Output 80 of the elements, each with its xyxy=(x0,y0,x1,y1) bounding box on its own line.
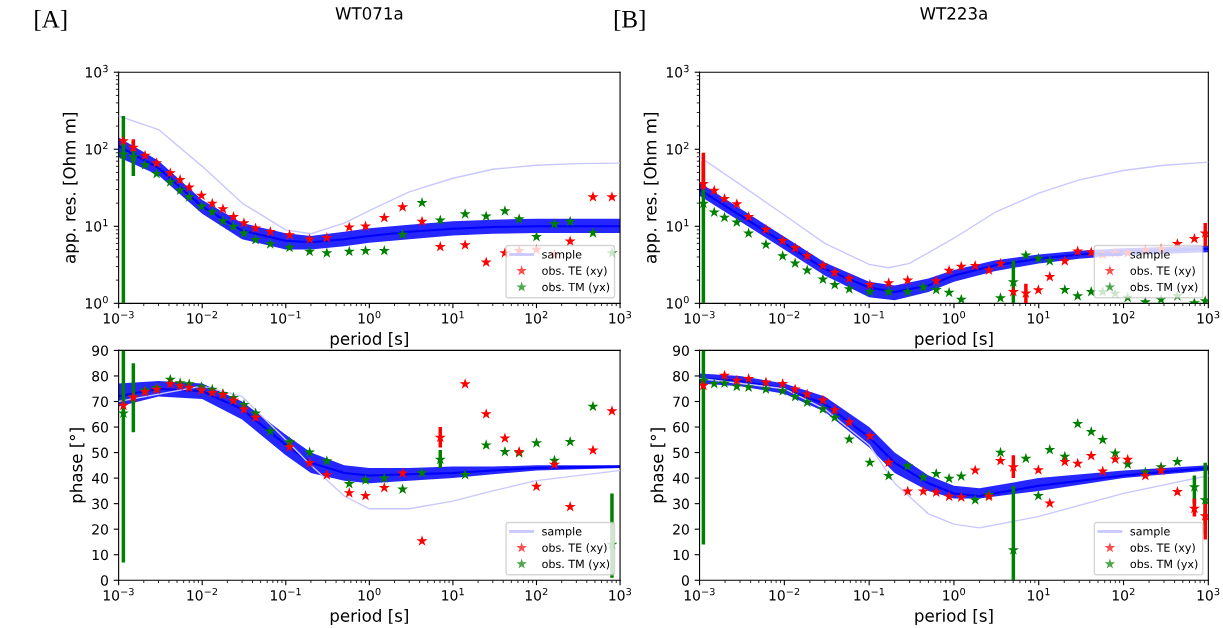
chart-title: WT223a xyxy=(920,7,987,20)
y-axis-title: phase [°] xyxy=(650,428,667,503)
y-tick-label: 0 xyxy=(100,575,108,586)
legend-label: obs. TM (yx) xyxy=(1130,559,1198,571)
x-tick-label: 10$^{−2}$ xyxy=(769,587,800,601)
y-tick-label: 40 xyxy=(672,473,689,484)
x-tick-label: 10$^{2}$ xyxy=(525,587,548,601)
x-tick-label: 10$^{−1}$ xyxy=(270,588,301,601)
legend-label: obs. TM (yx) xyxy=(1130,282,1198,294)
y-tick-label: 10 xyxy=(92,549,108,561)
x-tick-label: 10$^{−2}$ xyxy=(187,310,218,324)
x-axis-title: period [s] xyxy=(330,332,408,349)
legend-label: obs. TM (yx) xyxy=(542,559,610,571)
y-tick-label: 20 xyxy=(92,524,108,535)
y-tick-label: 80 xyxy=(92,370,108,382)
y-tick-label: 10$^{3}$ xyxy=(85,64,108,78)
x-tick-label: 10$^{1}$ xyxy=(1028,588,1050,601)
y-tick-label: 10$^{1}$ xyxy=(666,219,689,232)
x-tick-label: 10$^{2}$ xyxy=(1112,587,1135,601)
legend-label: obs. TE (xy) xyxy=(542,543,607,554)
x-tick-label: 10$^{3}$ xyxy=(1197,587,1220,601)
x-tick-label: 10$^{−2}$ xyxy=(187,587,218,601)
x-tick-label: 10$^{−2}$ xyxy=(769,310,800,324)
x-tick-label: 10$^{−3}$ xyxy=(684,587,715,601)
x-tick-label: 10$^{1}$ xyxy=(442,311,464,324)
x-tick-label: 10$^{−1}$ xyxy=(854,588,885,601)
legend-label: sample xyxy=(1130,526,1170,538)
y-tick-label: 10$^{0}$ xyxy=(666,295,689,309)
y-tick-label: 10$^{3}$ xyxy=(666,64,689,78)
x-axis-title: period [s] xyxy=(915,332,993,349)
y-tick-label: 50 xyxy=(92,447,108,459)
y-tick-label: 30 xyxy=(673,498,689,510)
chart-title: WT071a xyxy=(335,7,403,20)
y-axis-title: app. res. [Ohm m] xyxy=(62,112,79,263)
text: [B] xyxy=(614,10,645,31)
y-tick-label: 90 xyxy=(92,345,108,356)
legend-label: obs. TM (yx) xyxy=(542,282,610,294)
x-axis-title: period [s] xyxy=(915,608,993,626)
x-tick-label: 10$^{3}$ xyxy=(609,587,632,601)
x-tick-label: 10$^{−1}$ xyxy=(270,311,301,324)
x-tick-label: 10$^{3}$ xyxy=(1197,310,1220,324)
x-tick-label: 10$^{1}$ xyxy=(1028,311,1050,324)
legend-label: sample xyxy=(1130,249,1170,261)
text: [A] xyxy=(35,10,67,31)
x-tick-label: 10$^{0}$ xyxy=(358,310,381,324)
y-tick-label: 70 xyxy=(92,396,108,407)
legend-label: obs. TE (xy) xyxy=(1130,266,1195,278)
y-tick-label: 10$^{2}$ xyxy=(666,141,689,155)
y-tick-label: 10 xyxy=(673,549,689,561)
y-tick-label: 50 xyxy=(673,447,689,459)
x-tick-label: 10$^{2}$ xyxy=(1112,310,1135,324)
x-tick-label: 10$^{0}$ xyxy=(943,587,966,601)
x-tick-label: 10$^{−1}$ xyxy=(854,311,885,324)
y-tick-label: 10$^{1}$ xyxy=(85,219,108,232)
y-tick-label: 30 xyxy=(92,498,108,510)
x-tick-label: 10$^{0}$ xyxy=(943,310,966,324)
x-tick-label: 10$^{0}$ xyxy=(358,587,381,601)
y-tick-label: 60 xyxy=(673,422,689,433)
x-tick-label: 10$^{−3}$ xyxy=(103,310,134,324)
x-tick-label: 10$^{1}$ xyxy=(442,588,464,601)
y-tick-label: 20 xyxy=(673,524,689,535)
x-tick-label: 10$^{3}$ xyxy=(609,310,632,324)
legend-label: sample xyxy=(542,249,582,261)
y-axis-title: phase [°] xyxy=(69,428,86,503)
y-axis-title: app. res. [Ohm m] xyxy=(643,112,660,263)
y-tick-label: 10$^{0}$ xyxy=(85,295,108,309)
y-tick-label: 70 xyxy=(673,396,689,407)
x-tick-label: 10$^{−3}$ xyxy=(684,310,715,324)
x-tick-label: 10$^{−3}$ xyxy=(103,587,134,601)
legend-label: obs. TE (xy) xyxy=(1130,543,1195,554)
x-tick-label: 10$^{2}$ xyxy=(525,310,548,324)
y-tick-label: 90 xyxy=(673,345,689,356)
y-tick-label: 0 xyxy=(681,575,689,586)
y-tick-label: 60 xyxy=(92,422,108,433)
legend-label: sample xyxy=(542,526,582,538)
legend-label: obs. TE (xy) xyxy=(542,266,607,278)
x-axis-title: period [s] xyxy=(330,608,408,626)
y-tick-label: 40 xyxy=(91,473,108,484)
y-tick-label: 80 xyxy=(673,370,689,382)
y-tick-label: 10$^{2}$ xyxy=(85,141,108,155)
